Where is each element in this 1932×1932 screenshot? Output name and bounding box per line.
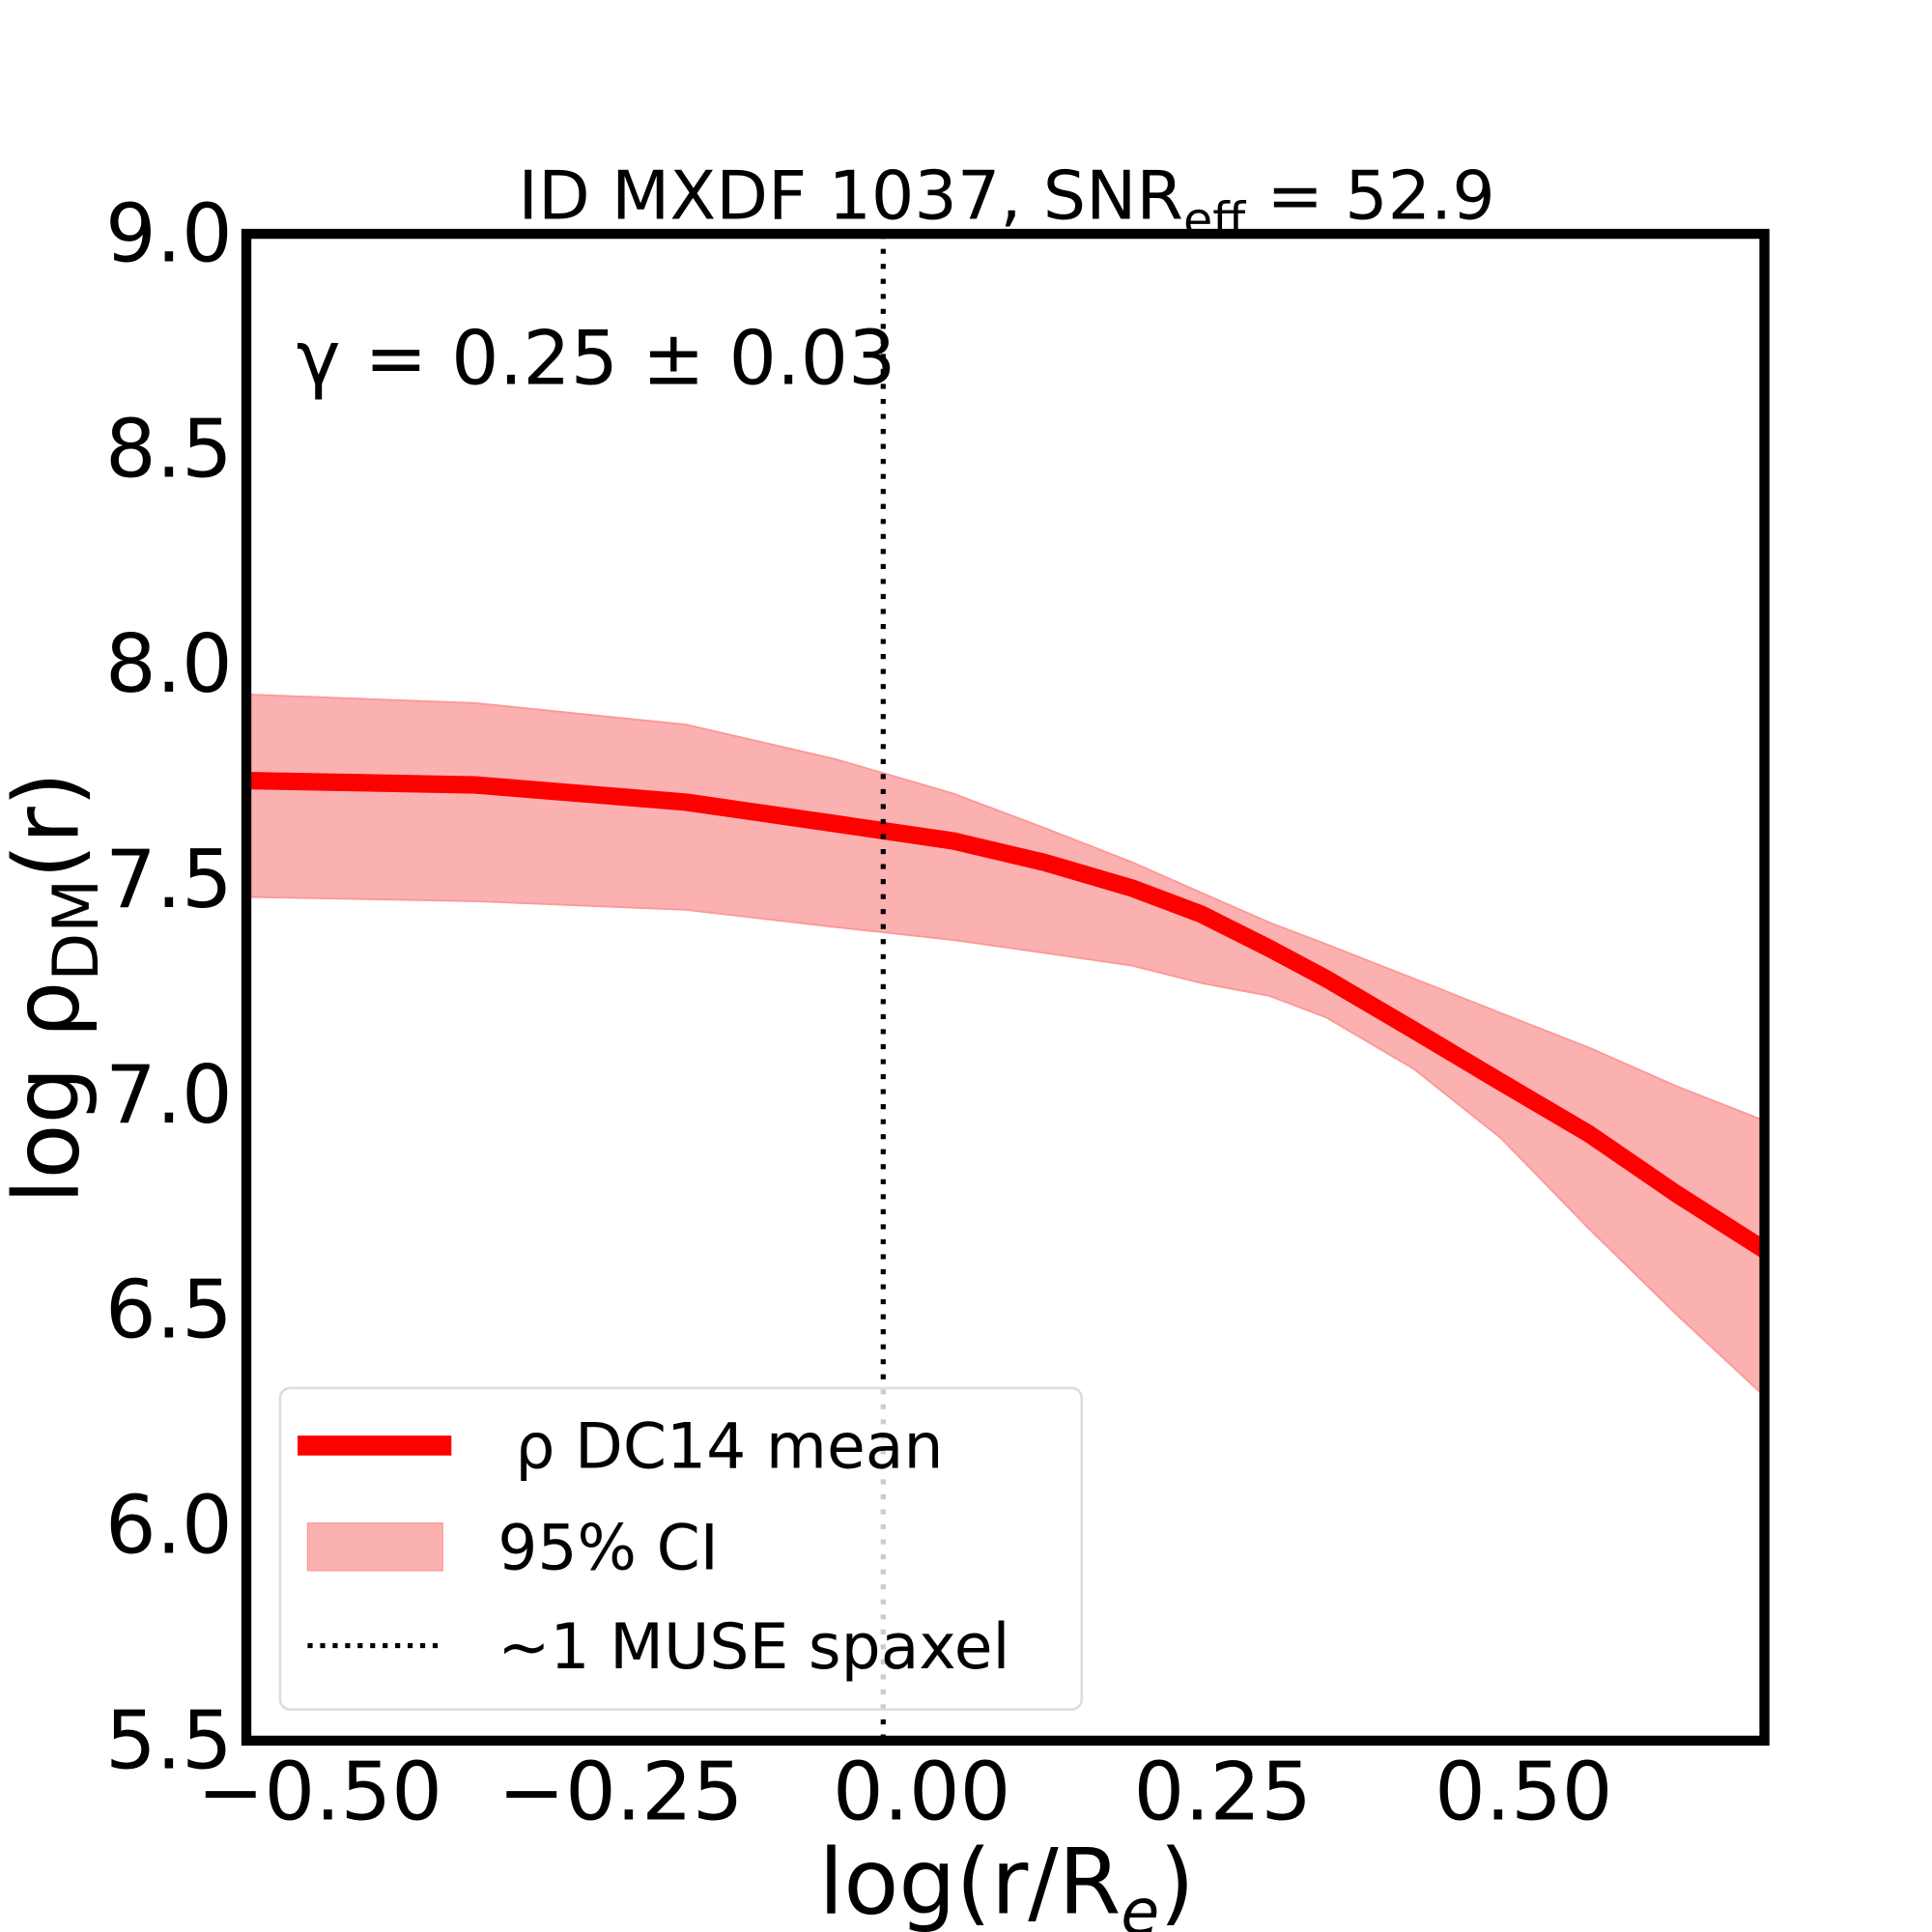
y-tick-label: 7.5: [105, 833, 233, 926]
x-tick-label: 0.50: [1435, 1745, 1612, 1838]
y-tick-label: 6.0: [105, 1479, 233, 1573]
mean-line-layer: [245, 772, 1770, 1258]
x-axis-label: log(r/Re): [819, 1830, 1195, 1932]
legend-ci-swatch: [306, 1522, 443, 1572]
y-tick-label: 8.0: [105, 617, 233, 711]
x-tick-label: −0.50: [197, 1745, 442, 1838]
x-tick-label: 0.25: [1134, 1745, 1312, 1838]
y-tick-label: 9.0: [105, 187, 233, 281]
legend: ρ DC14 mean 95% CI ~1 MUSE spaxel: [278, 1386, 1084, 1711]
y-axis-label: log ρDM(r): [0, 772, 113, 1205]
x-ticks: −0.50 −0.25 0.00 0.25 0.50: [197, 1745, 1612, 1838]
mean-line: [245, 772, 1770, 1258]
y-tick-label: 7.0: [105, 1048, 233, 1142]
ci-band: [245, 693, 1766, 1399]
y-ticks: 5.5 6.0 6.5 7.0 7.5 8.0 8.5 9.0: [105, 187, 233, 1788]
gamma-annotation: γ = 0.25 ± 0.03: [297, 315, 896, 402]
plot-frame: [241, 228, 1770, 1747]
x-tick-label: −0.25: [498, 1745, 744, 1838]
y-tick-label: 8.5: [105, 402, 233, 496]
ci-band-layer: [245, 693, 1766, 1399]
x-tick-label: 0.00: [833, 1745, 1010, 1838]
legend-mean-label: ρ DC14 mean: [515, 1411, 943, 1484]
legend-ci-label: 95% CI: [497, 1513, 719, 1585]
y-tick-label: 5.5: [105, 1693, 233, 1787]
y-tick-label: 6.5: [105, 1264, 233, 1357]
legend-spaxel-label: ~1 MUSE spaxel: [497, 1611, 1009, 1684]
